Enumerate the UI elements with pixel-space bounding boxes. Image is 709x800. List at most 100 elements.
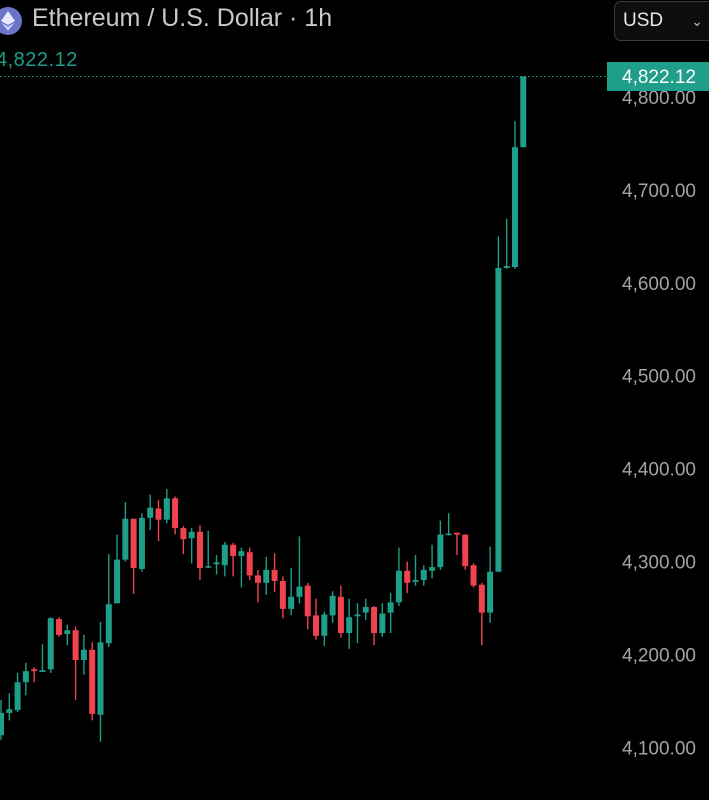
candle-up (362, 598, 369, 621)
candle-body (6, 709, 13, 713)
candle-body (470, 565, 477, 586)
candle-up (147, 494, 154, 530)
candle-body (0, 712, 4, 736)
candle-body (329, 595, 336, 616)
candle-up (354, 603, 361, 644)
candle-up (412, 554, 419, 586)
candle-body (288, 596, 295, 609)
candle-up (429, 544, 436, 579)
candle-down (371, 606, 378, 646)
candle-down (155, 500, 162, 542)
candle-body (404, 570, 411, 583)
candle-body (511, 147, 518, 268)
last-price-tag-label: 4,822.12 (622, 67, 696, 88)
candle-body (254, 575, 261, 583)
candle-body (337, 596, 344, 634)
candle-up (105, 554, 112, 647)
candle-body (114, 559, 121, 604)
candle-up (321, 611, 328, 647)
candle-up (445, 513, 452, 536)
candle-body (420, 569, 427, 581)
candle-body (230, 544, 237, 556)
candle-body (437, 534, 444, 568)
candle-body (362, 607, 369, 613)
currency-selector[interactable]: USD ⌄ (614, 1, 709, 41)
candle-down (31, 667, 38, 683)
candle-up (47, 617, 54, 673)
candle-body (14, 682, 21, 711)
candle-up (39, 644, 46, 673)
candle-body (221, 544, 228, 566)
candle-down (196, 525, 203, 581)
candle-up (213, 554, 220, 575)
candle-body (279, 581, 286, 609)
candle-up (520, 76, 527, 148)
candle-down (230, 542, 237, 577)
candle-body (122, 518, 129, 560)
candle-body (213, 562, 220, 565)
candle-down (279, 576, 286, 619)
candle-down (462, 534, 469, 570)
candle-down (470, 563, 477, 588)
candle-body (429, 567, 436, 571)
candle-body (487, 571, 494, 613)
candle-up (420, 565, 427, 586)
candle-up (138, 513, 145, 572)
y-tick-label: 4,700.00 (622, 181, 696, 202)
candle-body (453, 532, 460, 535)
candle-body (246, 552, 253, 576)
candle-down (254, 569, 261, 603)
candle-up (80, 634, 87, 675)
candle-down (130, 518, 137, 595)
candle-body (56, 619, 63, 635)
chart-title: Ethereum / U.S. Dollar · 1h (32, 4, 333, 32)
candle-body (89, 649, 96, 714)
candle-body (138, 517, 145, 569)
candle-body (462, 534, 469, 567)
ethereum-icon (0, 7, 22, 35)
candle-up (263, 556, 270, 595)
candle-up (511, 121, 518, 269)
candle-up (238, 547, 245, 588)
candle-body (180, 528, 187, 540)
y-tick-label: 4,100.00 (622, 738, 696, 759)
candle-body (205, 566, 212, 568)
y-tick-label: 4,600.00 (622, 274, 696, 295)
candle-body (31, 669, 38, 672)
candle-down (313, 598, 320, 640)
candle-body (313, 615, 320, 636)
candle-up (163, 489, 170, 524)
candle-down (337, 585, 344, 638)
price-axis: 4,800.00 4,700.00 4,600.00 4,500.00 4,400.00… (622, 88, 696, 759)
candle-down (72, 626, 79, 700)
candle-body (445, 533, 452, 536)
candle-up (495, 236, 502, 572)
candle-body (155, 508, 162, 520)
candle-body (354, 614, 361, 617)
candle-up (387, 593, 394, 634)
candle-body (130, 518, 137, 569)
candle-up (14, 672, 21, 712)
candle-down (56, 617, 63, 637)
candle-body (64, 630, 71, 634)
candle-up (288, 568, 295, 616)
candle-down (172, 496, 179, 535)
candle-up (0, 699, 4, 740)
candle-up (503, 218, 510, 269)
candle-body (395, 570, 402, 603)
candle-up (221, 541, 228, 577)
candle-up (122, 502, 129, 562)
candle-body (304, 585, 311, 617)
candle-up (64, 624, 71, 646)
candle-body (520, 76, 527, 148)
chevron-down-icon: ⌄ (691, 12, 703, 29)
candle-body (371, 607, 378, 634)
last-price-label: 4,822.12 (0, 49, 78, 71)
candle-up (6, 693, 13, 721)
candle-up (205, 530, 212, 569)
candle-body (379, 613, 386, 634)
candle-up (188, 528, 195, 564)
candle-body (163, 498, 170, 520)
candle-up (329, 591, 336, 623)
